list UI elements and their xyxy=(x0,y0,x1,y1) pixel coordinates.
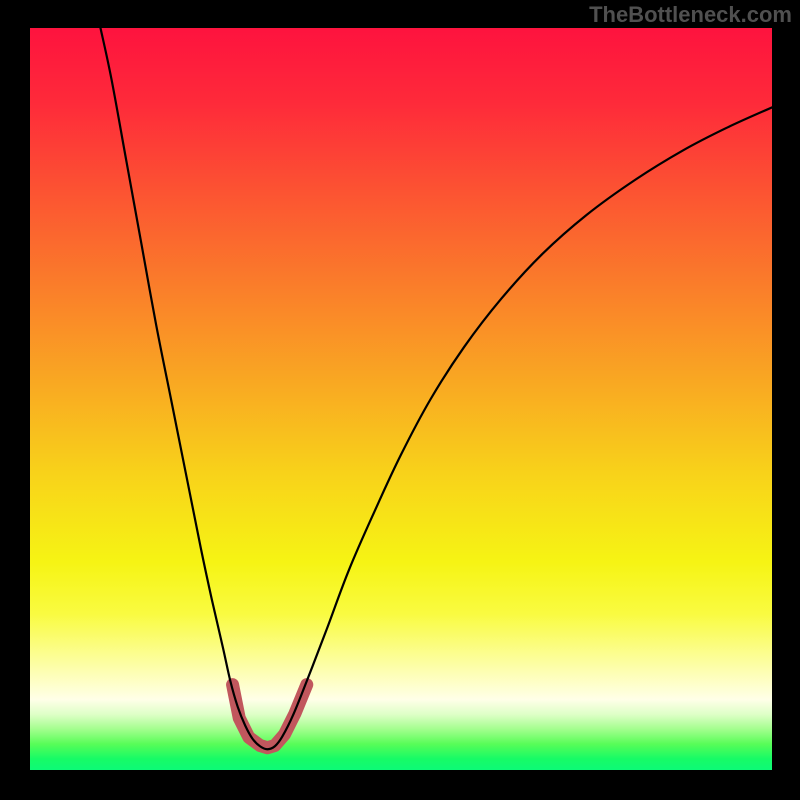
chart-svg xyxy=(0,0,800,800)
plot-area xyxy=(30,28,772,770)
chart-stage: TheBottleneck.com xyxy=(0,0,800,800)
source-link[interactable]: TheBottleneck.com xyxy=(589,2,792,28)
